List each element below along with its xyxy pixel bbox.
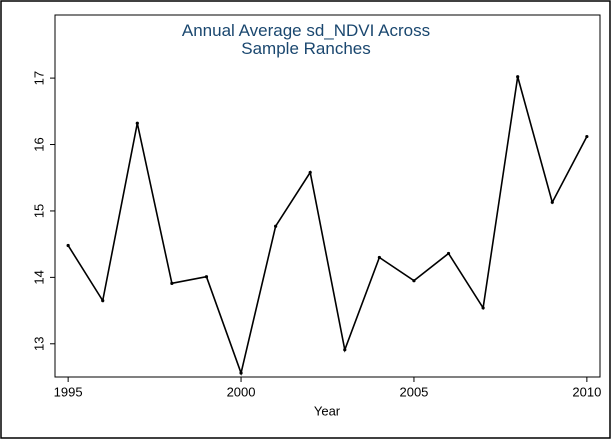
data-point: [343, 348, 347, 352]
data-point: [481, 306, 485, 310]
plot-frame: [54, 14, 601, 378]
y-tick-label: 16: [31, 137, 46, 151]
data-point: [239, 371, 243, 375]
x-tick-label: 2000: [227, 384, 256, 399]
x-tick-label: 1995: [54, 384, 83, 399]
y-tick-label: 17: [31, 71, 46, 85]
data-line: [67, 76, 588, 376]
data-point: [274, 224, 278, 228]
data-point: [516, 75, 520, 79]
x-tick-label: 2010: [572, 384, 601, 399]
data-point: [66, 243, 70, 248]
y-tick-label: 13: [31, 337, 46, 351]
data-point: [101, 299, 105, 303]
data-point: [170, 281, 174, 285]
data-point: [446, 251, 451, 256]
y-tick-label: 15: [31, 204, 46, 218]
data-point: [412, 279, 416, 283]
data-point: [550, 200, 554, 204]
data-point: [377, 255, 381, 260]
data-point: [204, 275, 209, 279]
data-point: [585, 134, 589, 139]
data-point: [308, 170, 312, 175]
x-tick-label: 2005: [399, 384, 428, 399]
data-point: [135, 121, 139, 125]
chart-title: Annual Average sd_NDVI Across Sample Ran…: [181, 21, 431, 58]
y-tick-label: 14: [31, 270, 46, 284]
x-axis-label: Year: [314, 403, 341, 418]
